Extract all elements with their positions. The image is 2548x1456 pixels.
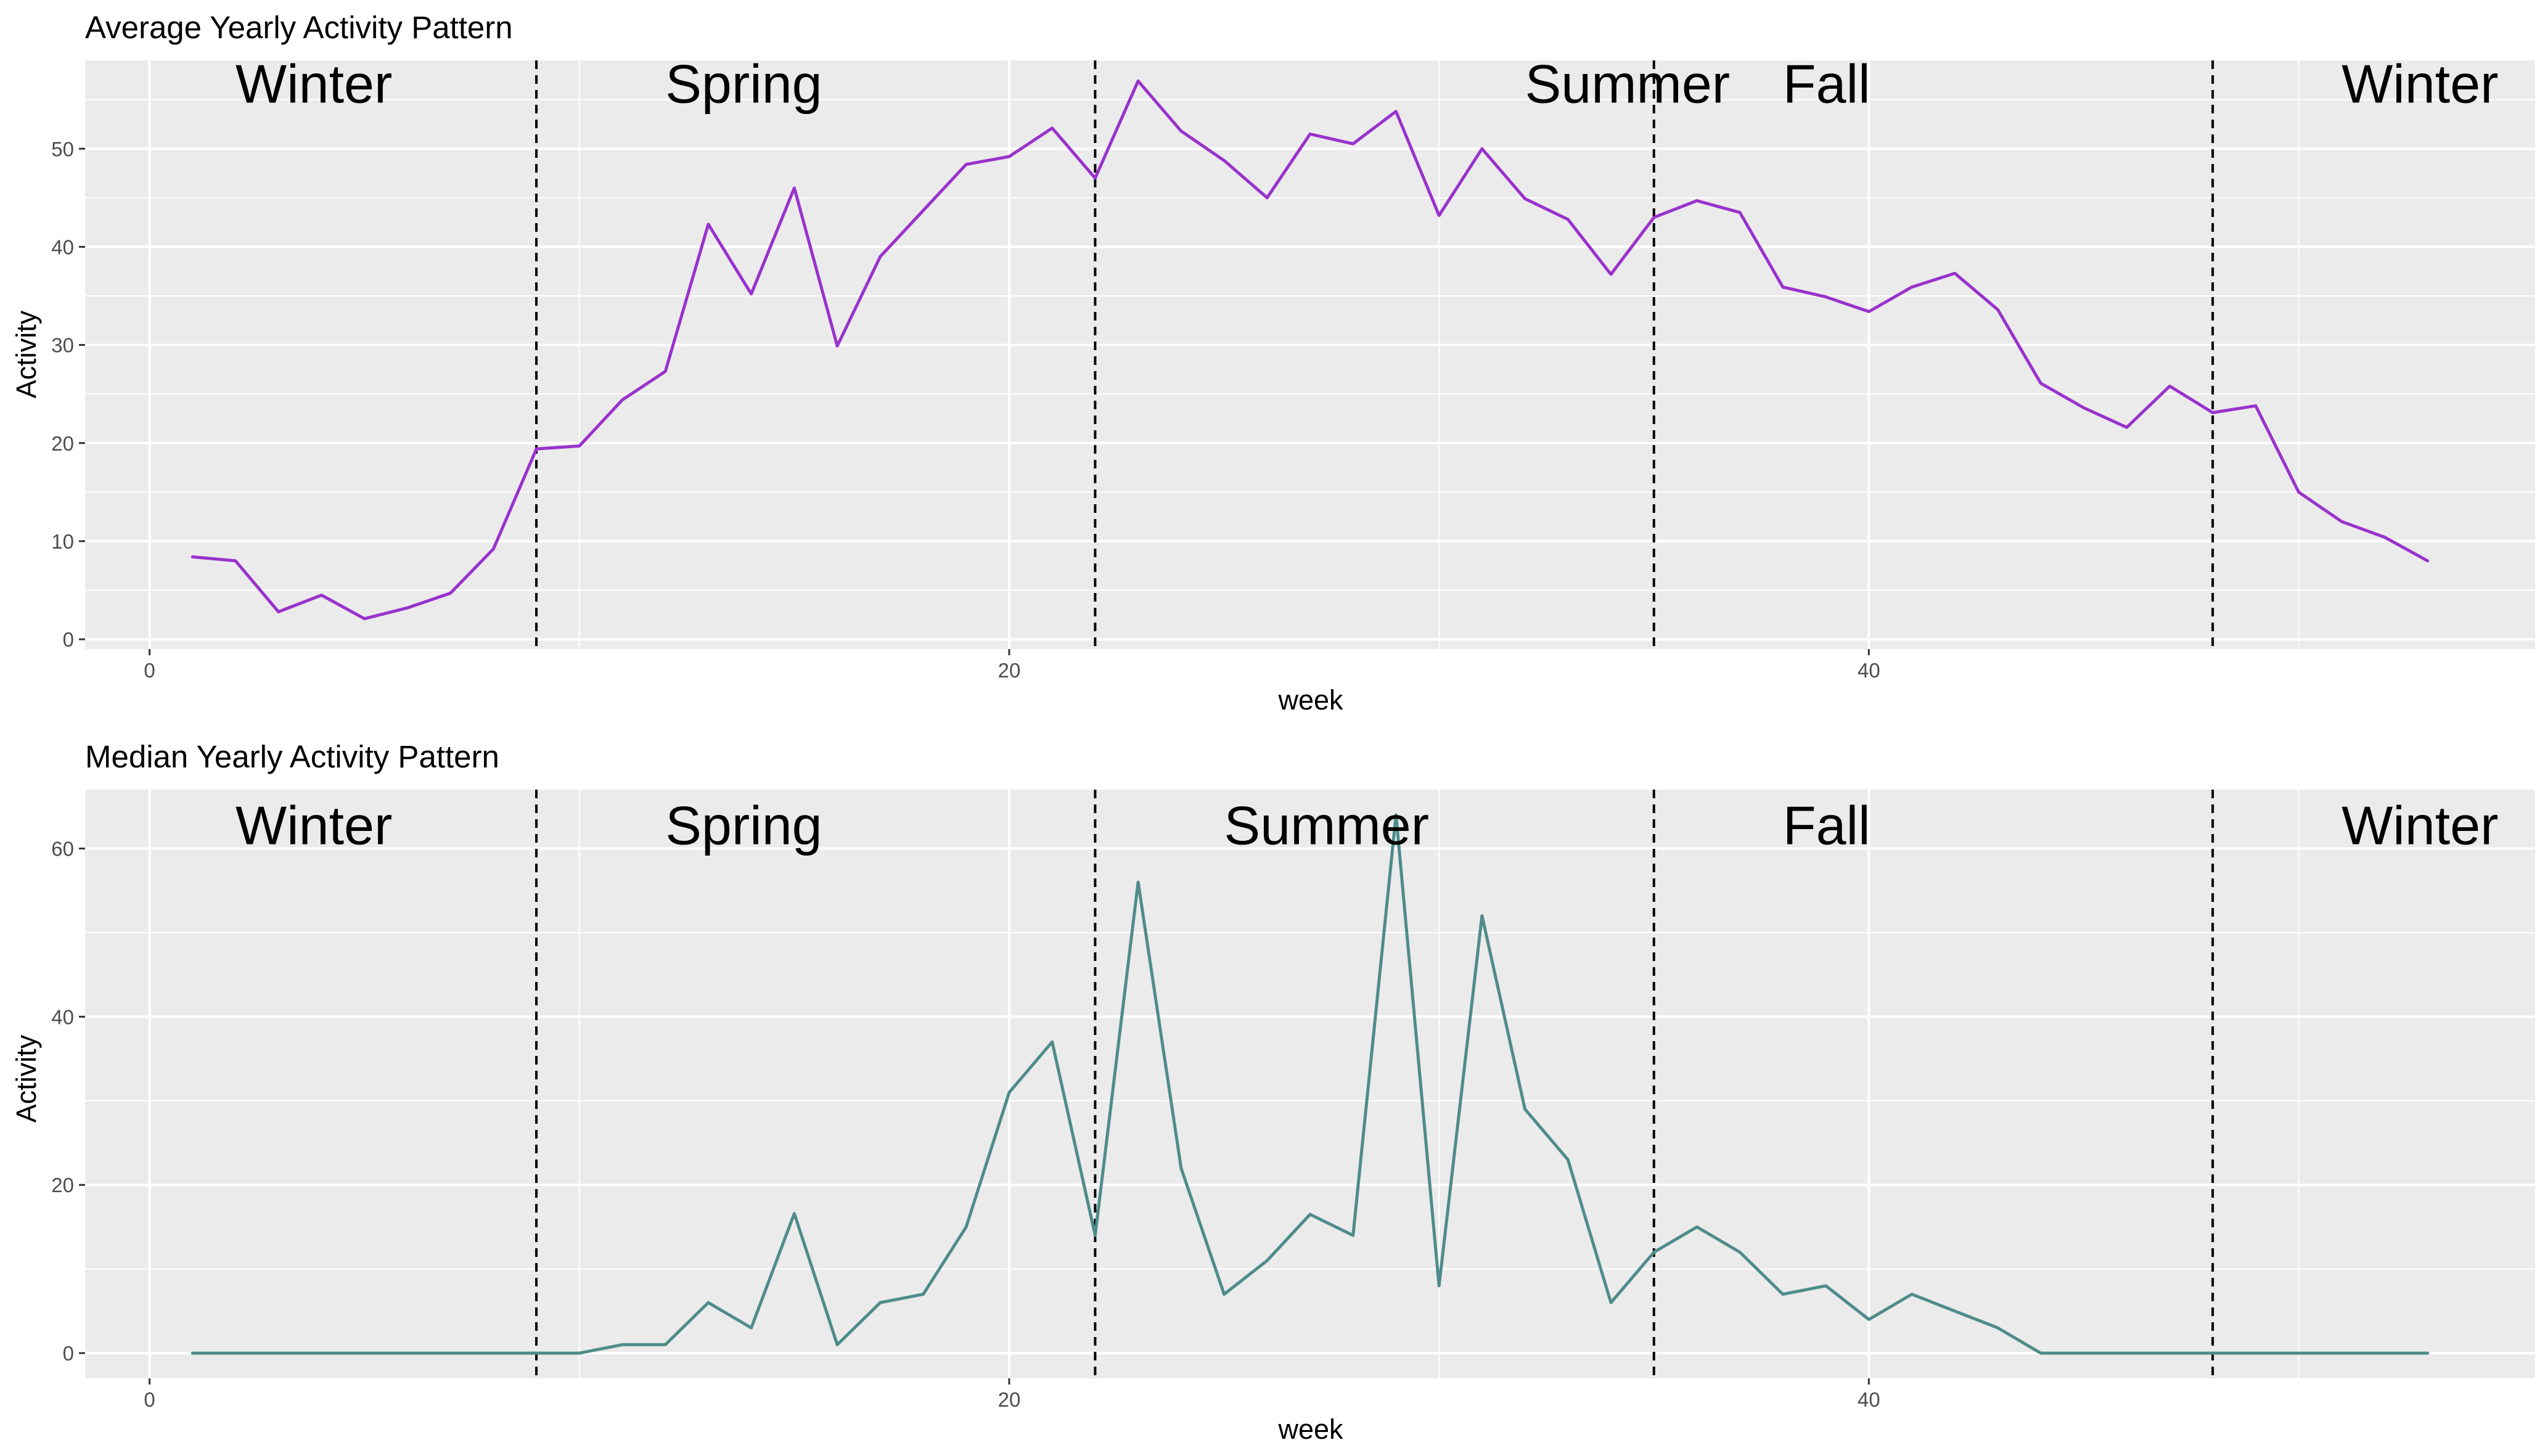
y-axis-title: Activity bbox=[10, 1034, 42, 1123]
y-tick-label: 40 bbox=[51, 1005, 74, 1028]
y-tick-label: 30 bbox=[51, 334, 74, 357]
x-tick-label: 20 bbox=[998, 659, 1021, 682]
x-tick-label: 40 bbox=[1858, 659, 1880, 682]
season-label: Spring bbox=[665, 795, 822, 856]
season-label: Summer bbox=[1224, 795, 1430, 856]
season-label: Winter bbox=[2341, 795, 2498, 856]
x-axis-title: week bbox=[1277, 684, 1343, 716]
y-tick-label: 20 bbox=[51, 432, 74, 455]
average-activity-chart: Average Yearly Activity Pattern Activity… bbox=[10, 10, 2535, 716]
season-label: Winter bbox=[2341, 53, 2498, 114]
x-tick-label: 40 bbox=[1858, 1388, 1880, 1411]
x-axis-title: week bbox=[1277, 1413, 1343, 1445]
y-tick-label: 10 bbox=[51, 530, 74, 553]
chart-title: Average Yearly Activity Pattern bbox=[85, 10, 513, 45]
season-label: Winter bbox=[236, 795, 392, 856]
x-tick-label: 0 bbox=[144, 1388, 155, 1411]
season-label: Spring bbox=[665, 53, 822, 114]
plot-background bbox=[85, 790, 2535, 1378]
y-tick-label: 20 bbox=[51, 1174, 74, 1196]
season-label: Fall bbox=[1783, 795, 1870, 856]
season-label: Fall bbox=[1783, 53, 1870, 114]
y-axis-title: Activity bbox=[10, 310, 42, 398]
y-tick-label: 0 bbox=[63, 1342, 74, 1365]
x-tick-label: 0 bbox=[144, 659, 155, 682]
y-tick-label: 50 bbox=[51, 137, 74, 160]
chart-title: Median Yearly Activity Pattern bbox=[85, 739, 499, 774]
season-label: Winter bbox=[236, 53, 392, 114]
y-tick-label: 0 bbox=[63, 628, 74, 651]
activity-series-line bbox=[190, 813, 2430, 1355]
y-tick-label: 60 bbox=[51, 838, 74, 861]
median-activity-chart: Median Yearly Activity Pattern Activity … bbox=[10, 739, 2535, 1445]
y-tick-label: 40 bbox=[51, 235, 74, 258]
x-tick-label: 20 bbox=[998, 1388, 1021, 1411]
season-label: Summer bbox=[1525, 53, 1731, 114]
activity-series-line bbox=[190, 79, 2430, 621]
